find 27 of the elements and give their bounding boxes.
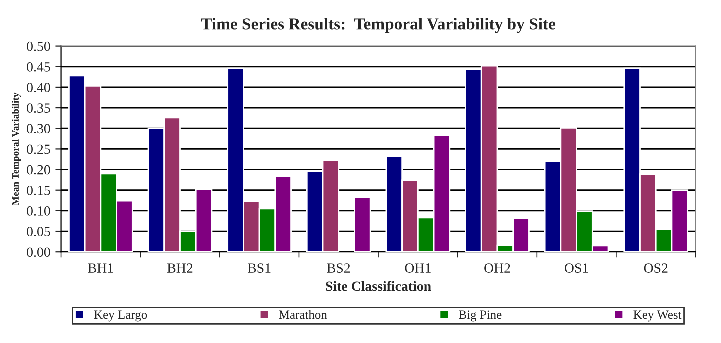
chart-title: Time Series Results: Temporal Variability by Site xyxy=(201,18,556,34)
x-axis-title: Site Classification xyxy=(326,281,432,292)
x-tick-label: BH1 xyxy=(88,264,114,273)
x-tick-label: OH1 xyxy=(405,264,431,273)
x-tick-label: OH2 xyxy=(484,264,510,273)
legend-label: Key West xyxy=(634,310,682,322)
x-tick-label: OS1 xyxy=(565,264,588,273)
bar xyxy=(354,197,372,252)
x-tick-label: BS2 xyxy=(327,264,350,273)
y-axis-title: Mean Temporal Variability xyxy=(12,92,22,206)
legend-label: Big Pine xyxy=(459,310,502,322)
y-tick-label: 0.00 xyxy=(27,248,50,258)
legend-label: Key Largo xyxy=(94,310,148,322)
y-tick-label: 0.20 xyxy=(27,165,50,175)
y-tick-label: 0.45 xyxy=(27,62,50,72)
y-tick-label: 0.15 xyxy=(27,186,50,196)
y-tick-label: 0.10 xyxy=(27,206,50,216)
x-tick-label: BS1 xyxy=(248,264,271,273)
y-tick-label: 0.40 xyxy=(27,83,50,92)
y-tick-label: 0.50 xyxy=(27,42,50,52)
y-tick-label: 0.25 xyxy=(27,144,50,154)
y-tick-label: 0.05 xyxy=(27,227,50,237)
y-tick-label: 0.30 xyxy=(27,124,50,134)
x-tick-label: OS2 xyxy=(644,264,668,273)
x-tick-label: BH2 xyxy=(168,264,193,273)
y-tick-label: 0.35 xyxy=(27,104,50,114)
legend-label: Marathon xyxy=(279,310,328,320)
